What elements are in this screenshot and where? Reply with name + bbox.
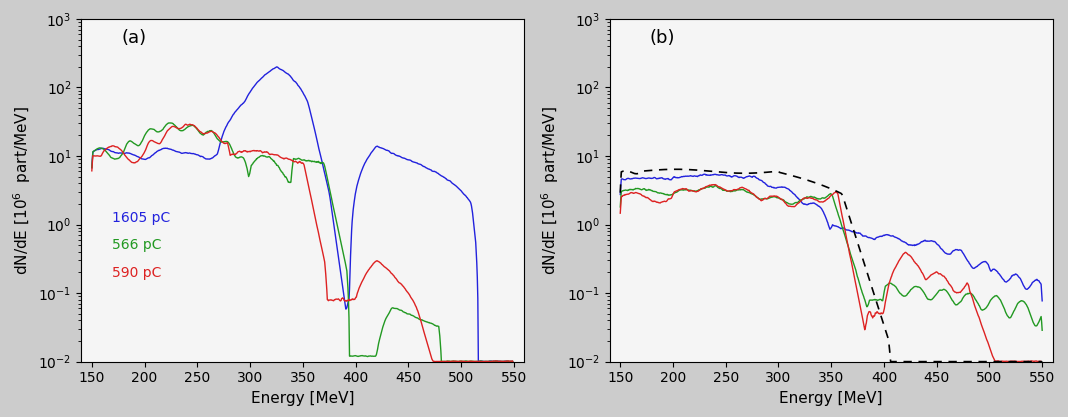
Text: 590 pC: 590 pC <box>112 266 161 280</box>
Text: (a): (a) <box>121 29 146 47</box>
Y-axis label: dN/dE [10$^6$  part/MeV]: dN/dE [10$^6$ part/MeV] <box>539 106 562 275</box>
Y-axis label: dN/dE [10$^6$  part/MeV]: dN/dE [10$^6$ part/MeV] <box>11 106 33 275</box>
Text: (b): (b) <box>649 29 675 47</box>
Text: 1605 pC: 1605 pC <box>112 211 171 225</box>
X-axis label: Energy [MeV]: Energy [MeV] <box>780 391 883 406</box>
X-axis label: Energy [MeV]: Energy [MeV] <box>251 391 355 406</box>
Text: 566 pC: 566 pC <box>112 238 161 252</box>
